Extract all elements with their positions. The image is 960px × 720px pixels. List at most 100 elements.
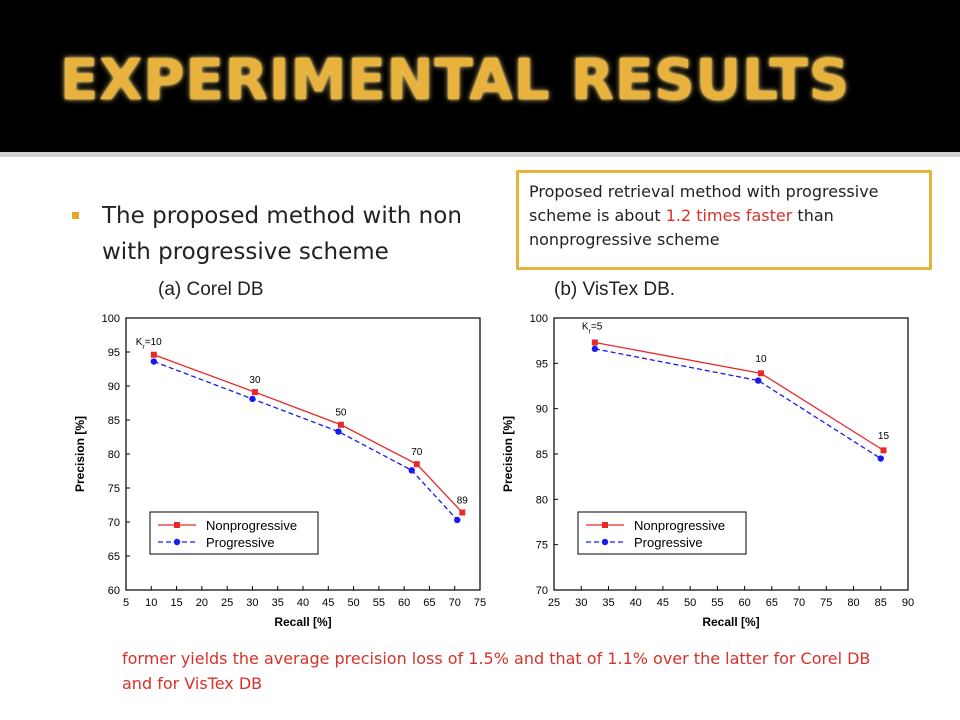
vistex-y-tick-label: 75 [536, 540, 548, 552]
chart-vistex-svg: 25 30 35 40 45 50 55 60 65 70 75 80 85 90 70 75 80 85 90 95… [501, 313, 914, 629]
corel-point-annotation: 89 [457, 495, 469, 506]
vistex-x-tick-label: 50 [684, 597, 696, 609]
corel-y-tick-label: 95 [108, 347, 120, 359]
vistex-series-line-nonprogressive [594, 341, 884, 451]
corel-y-axis-label: Precision [%] [73, 416, 87, 492]
vistex-x-tick-label: 25 [548, 597, 560, 609]
corel-y-tick-label: 65 [108, 551, 120, 563]
callout-text-1: Proposed retrieval method with progressi… [529, 182, 879, 225]
corel-x-tick-label: 30 [246, 597, 258, 609]
vistex-y-tick-label: 100 [530, 313, 548, 325]
vistex-x-tick-label: 60 [738, 597, 750, 609]
corel-point-progressive [454, 516, 461, 524]
corel-x-tick-label: 55 [373, 597, 385, 609]
corel-legend-marker-progressive [173, 538, 181, 546]
vistex-y-tick-label: 90 [536, 404, 548, 416]
corel-annotation-subscript: r [142, 343, 145, 350]
title-bar: EXPERIMENTAL RESULTS [0, 0, 960, 152]
vistex-x-tick-label: 70 [793, 597, 805, 609]
corel-x-tick-label: 75 [474, 597, 486, 609]
corel-legend-label-progressive: Progressive [206, 535, 275, 550]
vistex-y-tick-label: 70 [536, 585, 548, 597]
vistex-point-nonprogressive [757, 370, 764, 377]
corel-y-tick-label: 75 [108, 483, 120, 495]
caption-vistex: (b) VisTex DB. [554, 279, 676, 300]
vistex-point-nonprogressive [880, 447, 887, 454]
chart-corel-svg: 5 10 15 20 25 30 35 40 45 50 55 60 65 70 75 60 65 70 75 80 8… [73, 313, 486, 629]
vistex-legend-label-progressive: Progressive [634, 535, 703, 550]
corel-x-axis-label: Recall [%] [274, 615, 331, 629]
corel-x-tick-label: 70 [449, 597, 461, 609]
chart-vistex: 25 30 35 40 45 50 55 60 65 70 75 80 85 90 70 75 80 85 90 95… [496, 308, 916, 638]
vistex-point-progressive [755, 377, 762, 384]
vistex-y-tick-label: 80 [536, 494, 548, 506]
caption-corel: (a) Corel DB [158, 279, 264, 300]
vistex-y-tick-label: 95 [536, 358, 548, 370]
corel-x-tick-label: 40 [297, 597, 309, 609]
bullet-text: The proposed method with non with progre… [102, 198, 532, 270]
vistex-x-tick-label: 40 [630, 597, 642, 609]
vistex-legend-marker-progressive [601, 538, 609, 546]
vistex-series-line-progressive [594, 348, 882, 460]
callout-highlight: 1.2 times faster [665, 206, 793, 225]
corel-x-tick-label: 35 [272, 597, 284, 609]
vistex-y-tick-label: 85 [536, 449, 548, 461]
corel-y-tick-label: 85 [108, 415, 120, 427]
corel-point-progressive [408, 467, 415, 474]
corel-y-tick-label: 100 [102, 313, 120, 325]
vistex-x-tick-label: 35 [602, 597, 614, 609]
vistex-point-progressive [877, 455, 884, 462]
bullet-line-2: with progressive scheme [102, 239, 389, 265]
callout-text-2: than nonprogressive scheme [529, 206, 834, 249]
vistex-x-tick-label: 55 [711, 597, 723, 609]
callout-box: Proposed retrieval method with progressi… [516, 170, 932, 270]
corel-x-tick-label: 15 [170, 597, 182, 609]
vistex-legend-label-nonprogressive: Nonprogressive [634, 518, 725, 533]
corel-x-tick-label: 65 [423, 597, 435, 609]
vistex-x-tick-label: 85 [875, 597, 887, 609]
corel-y-tick-label: 70 [108, 517, 120, 529]
corel-point-nonprogressive [413, 461, 420, 468]
corel-point-nonprogressive [459, 509, 466, 516]
corel-x-tick-label: 20 [196, 597, 208, 609]
corel-x-tick-label: 25 [221, 597, 233, 609]
vistex-point-progressive [591, 345, 599, 353]
slide-title: EXPERIMENTAL RESULTS [60, 48, 851, 113]
corel-point-annotation: 70 [411, 447, 423, 458]
vistex-y-axis-label: Precision [%] [501, 416, 515, 492]
corel-annotation-tail: =10 [145, 337, 162, 348]
corel-x-tick-label: 45 [322, 597, 334, 609]
vistex-x-tick-label: 75 [820, 597, 832, 609]
corel-x-tick-label: 10 [145, 597, 157, 609]
corel-point-annotation: 30 [249, 375, 261, 386]
corel-x-tick-label: 60 [398, 597, 410, 609]
vistex-point-annotation: 10 [755, 354, 767, 365]
corel-point-nonprogressive [150, 351, 157, 358]
corel-y-tick-label: 90 [108, 381, 120, 393]
corel-x-tick-label: 5 [123, 597, 129, 609]
vistex-x-tick-label: 80 [847, 597, 859, 609]
corel-point-annotation: 50 [335, 408, 347, 419]
vistex-point-nonprogressive [591, 339, 598, 346]
corel-legend-marker-nonprogressive [174, 522, 180, 528]
corel-legend-box [149, 511, 319, 555]
corel-point-nonprogressive [251, 389, 258, 396]
corel-series-line-progressive [153, 360, 458, 521]
vistex-legend-marker-nonprogressive [602, 522, 608, 528]
vistex-x-tick-label: 90 [902, 597, 914, 609]
vistex-annotation-subscript: r [589, 328, 592, 335]
corel-point-nonprogressive [337, 421, 344, 428]
corel-point-annotation: Kr=10 [136, 337, 162, 351]
bullet-marker [72, 212, 79, 219]
vistex-annotation-tail: =5 [591, 321, 603, 332]
vistex-point-annotation: Kr=5 [582, 321, 603, 335]
title-divider [0, 152, 960, 157]
corel-x-tick-label: 50 [347, 597, 359, 609]
bottom-note: former yields the average precision loss… [122, 649, 871, 693]
corel-y-tick-label: 80 [108, 449, 120, 461]
chart-corel: 5 10 15 20 25 30 35 40 45 50 55 60 65 70 75 60 65 70 75 80 8… [68, 308, 488, 638]
corel-point-progressive [335, 428, 342, 435]
vistex-x-tick-label: 45 [657, 597, 669, 609]
vistex-point-annotation: 15 [878, 431, 890, 442]
corel-legend-label-nonprogressive: Nonprogressive [206, 518, 297, 533]
